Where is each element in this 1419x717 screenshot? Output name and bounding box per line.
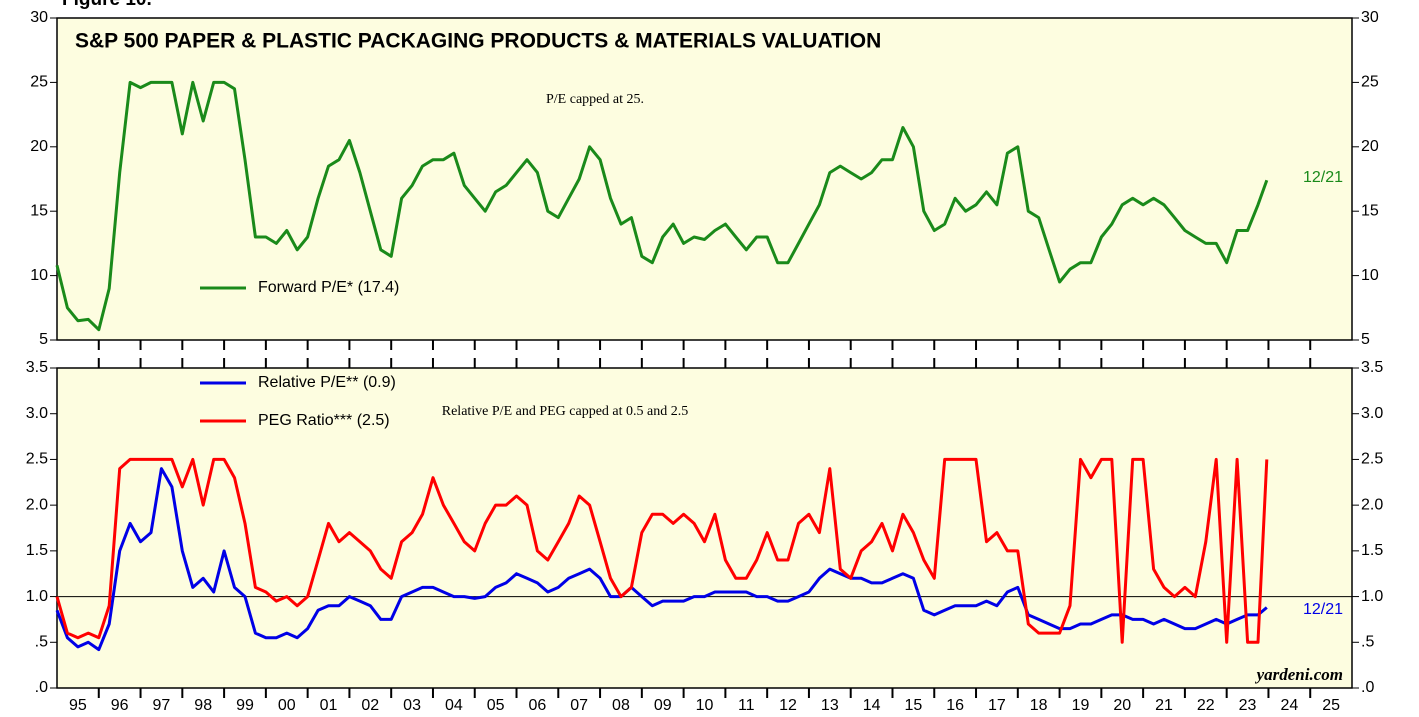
x-tick-label: 06 — [529, 697, 547, 714]
x-tick-label: 13 — [821, 697, 839, 714]
top-panel — [56, 17, 1353, 341]
y2-tick-label: 25 — [1361, 74, 1379, 91]
annotation: 12/21 — [1303, 169, 1343, 186]
x-tick-label: 96 — [111, 697, 129, 714]
legend-label: Relative P/E** (0.9) — [258, 374, 396, 391]
x-tick-label: 08 — [612, 697, 630, 714]
chart-title: S&P 500 PAPER & PLASTIC PACKAGING PRODUC… — [75, 30, 881, 53]
y2-tick-label: 3.5 — [1361, 359, 1383, 376]
y-tick-label: 15 — [30, 202, 48, 219]
bottom-panel — [56, 367, 1353, 689]
y2-tick-label: 3.0 — [1361, 405, 1383, 422]
y2-tick-label: 1.5 — [1361, 542, 1383, 559]
y-tick-label: 1.5 — [26, 542, 48, 559]
x-tick-label: 20 — [1113, 697, 1131, 714]
y-tick-label: 5 — [39, 331, 48, 348]
legend-label: Forward P/E* (17.4) — [258, 279, 399, 296]
y-tick-label: 25 — [30, 74, 48, 91]
y-tick-label: .0 — [35, 679, 48, 696]
y-tick-label: 3.0 — [26, 405, 48, 422]
annotation: Relative P/E and PEG capped at 0.5 and 2… — [442, 404, 689, 419]
y2-tick-label: 15 — [1361, 202, 1379, 219]
y2-tick-label: 20 — [1361, 138, 1379, 155]
x-tick-label: 99 — [236, 697, 254, 714]
x-tick-label: 10 — [696, 697, 714, 714]
x-tick-label: 98 — [194, 697, 212, 714]
y-tick-label: 2.0 — [26, 496, 48, 513]
x-tick-label: 05 — [487, 697, 505, 714]
x-tick-label: 97 — [153, 697, 171, 714]
y2-tick-label: 10 — [1361, 267, 1379, 284]
series-line — [55, 457, 1269, 644]
x-tick-label: 25 — [1322, 697, 1340, 714]
x-tick-label: 09 — [654, 697, 672, 714]
y-tick-label: 30 — [30, 9, 48, 26]
x-tick-label: 02 — [361, 697, 379, 714]
legend-label: PEG Ratio*** (2.5) — [258, 412, 390, 429]
x-tick-label: 24 — [1280, 697, 1298, 714]
watermark: yardeni.com — [1255, 665, 1343, 684]
x-tick-label: 11 — [738, 697, 755, 714]
x-tick-label: 23 — [1239, 697, 1257, 714]
x-tick-label: 19 — [1072, 697, 1090, 714]
x-tick-label: 00 — [278, 697, 296, 714]
y2-tick-label: 1.0 — [1361, 588, 1383, 605]
x-tick-label: 07 — [570, 697, 588, 714]
annotation: P/E capped at 25. — [546, 92, 644, 107]
y-tick-label: .5 — [35, 634, 48, 651]
x-tick-label: 16 — [946, 697, 964, 714]
series-line — [55, 467, 1268, 652]
y2-tick-label: 5 — [1361, 331, 1370, 348]
x-tick-label: 14 — [863, 697, 881, 714]
x-tick-label: 03 — [403, 697, 421, 714]
x-tick-label: 17 — [988, 697, 1006, 714]
x-tick-label: 18 — [1030, 697, 1048, 714]
y-tick-label: 3.5 — [26, 359, 48, 376]
y2-tick-label: .5 — [1361, 634, 1374, 651]
x-tick-label: 04 — [445, 697, 463, 714]
x-tick-label: 01 — [320, 697, 338, 714]
x-tick-label: 95 — [69, 697, 87, 714]
x-tick-label: 15 — [904, 697, 922, 714]
y-tick-label: 1.0 — [26, 588, 48, 605]
y2-tick-label: 2.0 — [1361, 496, 1383, 513]
x-tick-label: 21 — [1155, 697, 1173, 714]
y-tick-label: 20 — [30, 138, 48, 155]
y2-tick-label: 30 — [1361, 9, 1379, 26]
x-tick-label: 22 — [1197, 697, 1215, 714]
y-tick-label: 10 — [30, 267, 48, 284]
x-tick-label: 12 — [779, 697, 797, 714]
figure-label: Figure 10. — [62, 0, 152, 10]
annotation: 12/21 — [1303, 601, 1343, 618]
series-line — [55, 80, 1269, 332]
y2-tick-label: .0 — [1361, 679, 1374, 696]
y2-tick-label: 2.5 — [1361, 451, 1383, 468]
y-tick-label: 2.5 — [26, 451, 48, 468]
